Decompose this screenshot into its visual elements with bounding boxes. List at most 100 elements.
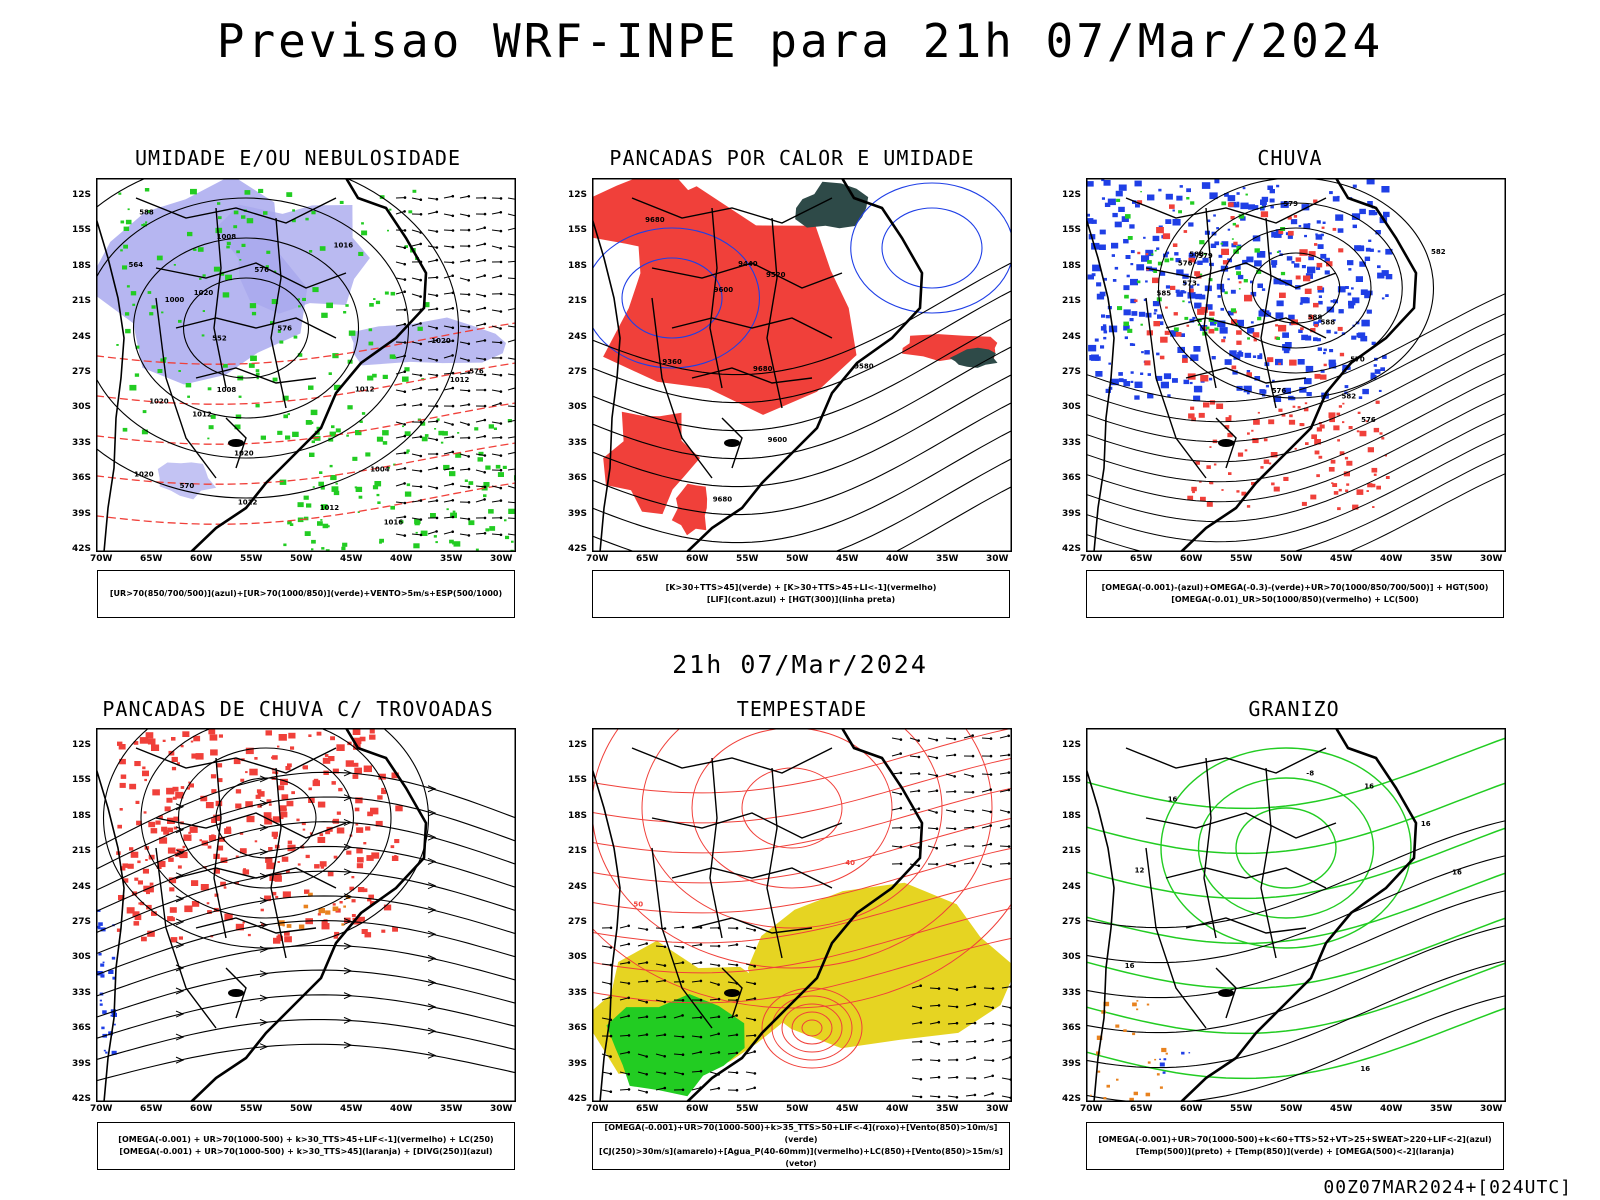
rain-blue: [1347, 292, 1352, 296]
rain-blue: [1275, 358, 1283, 366]
rain-blue: [1152, 235, 1160, 242]
contour-label: 1016: [384, 518, 404, 526]
divergence-blue: [100, 963, 105, 967]
humid-low-level: [404, 367, 410, 372]
wind-vector: [395, 421, 405, 425]
thunder-red: [265, 857, 273, 863]
hgt-contour: [893, 486, 1012, 552]
rain-blue: [1298, 225, 1302, 228]
wind-vector-head: [735, 1088, 739, 1092]
wind-vector-head: [467, 501, 471, 504]
rain-blue: [1147, 373, 1151, 376]
rain-blue: [1125, 255, 1131, 259]
isobar: [182, 277, 310, 379]
rain-blue: [1313, 337, 1318, 342]
thunder-red: [316, 731, 322, 736]
rain-blue: [1158, 321, 1164, 326]
thunder-red: [321, 923, 330, 930]
longitude-tick-label: 40W: [390, 554, 413, 564]
rain-blue: [1370, 372, 1375, 376]
wind-vector-head: [1007, 862, 1011, 865]
humid-low-level: [478, 451, 484, 456]
thunder-red: [173, 816, 180, 822]
thunder-red: [224, 828, 232, 834]
humid-low-level: [508, 508, 515, 514]
hgt-contour: [1086, 392, 1506, 503]
rain-blue: [1143, 236, 1146, 239]
temp850-contour: [1235, 807, 1337, 889]
humid-low-level: [297, 502, 304, 508]
country-border: [709, 757, 723, 939]
wind-vector: [927, 809, 937, 813]
longitude-tick-label: 55W: [736, 554, 759, 564]
wind-vector: [727, 981, 737, 984]
wind-vector-head: [971, 734, 974, 737]
humid-low-level: [143, 223, 147, 227]
rain-red: [1170, 285, 1176, 290]
wind-vector: [395, 371, 405, 375]
omega-orange: [1161, 1047, 1167, 1053]
wind-vector: [459, 453, 469, 457]
wind-vector: [745, 1087, 755, 1091]
latitude-tick-label: 21S: [72, 296, 92, 307]
rain-blue: [1138, 311, 1146, 317]
wind-vector-head: [451, 466, 455, 470]
rain-blue: [1304, 378, 1312, 385]
streamline-arrow: [343, 794, 353, 802]
thunder-red: [377, 795, 383, 800]
wind-vector: [443, 292, 453, 295]
rain-blue: [1364, 293, 1370, 299]
wind-vector-head: [645, 1090, 648, 1094]
rain-red: [1238, 281, 1242, 284]
rain-red: [1182, 358, 1188, 363]
wind-vector: [619, 1034, 630, 1037]
wind-vector: [443, 195, 453, 199]
rain-green: [1247, 337, 1250, 340]
rain-red: [1209, 481, 1213, 484]
wind-vector-head: [467, 279, 471, 282]
humid-low-level: [320, 486, 325, 490]
coastline-west: [1086, 767, 1115, 1102]
thunder-red: [218, 734, 223, 738]
thunder-red: [169, 907, 177, 913]
rain-blue: [1316, 338, 1321, 342]
wind-vector: [459, 213, 469, 217]
thunder-red: [171, 737, 176, 741]
rain-red: [1233, 241, 1238, 246]
wind-vector-head: [989, 865, 992, 868]
wind-vector: [459, 421, 469, 426]
wind-vector: [427, 467, 437, 471]
lif-contour: [592, 227, 761, 369]
humid-low-level: [485, 465, 491, 470]
thunder-red: [381, 787, 385, 791]
thunder-red: [193, 735, 201, 742]
humid-low-level: [311, 210, 316, 215]
thunder-red: [395, 805, 403, 812]
wind-vector: [411, 293, 421, 298]
wind-vector: [909, 827, 920, 829]
rain-blue: [1221, 241, 1229, 247]
humid-low-level: [389, 354, 396, 359]
latitude-tick-label: 42S: [72, 1094, 92, 1104]
rain-red: [1359, 430, 1367, 437]
wind-vector-head: [919, 1021, 923, 1024]
rain-blue: [1385, 294, 1389, 297]
thunder-red: [356, 848, 363, 854]
thunder-red: [381, 790, 387, 795]
wind-vector-head: [699, 998, 703, 1002]
rain-red: [1323, 363, 1327, 367]
longitude-tick-label: 45W: [340, 554, 363, 564]
divergence-blue: [99, 1003, 103, 1006]
rain-green: [1199, 240, 1205, 245]
rain-blue: [1381, 270, 1389, 276]
thunder-red: [180, 786, 185, 789]
wind-vector: [963, 862, 973, 865]
rain-green: [1140, 323, 1143, 326]
latitude-tick-label: 12S: [72, 740, 92, 750]
wind-vector-head: [717, 964, 721, 967]
humid-low-level: [118, 192, 122, 195]
rain-blue: [1269, 252, 1272, 255]
omega-orange: [1103, 1001, 1110, 1007]
wind-vector: [637, 1071, 647, 1075]
